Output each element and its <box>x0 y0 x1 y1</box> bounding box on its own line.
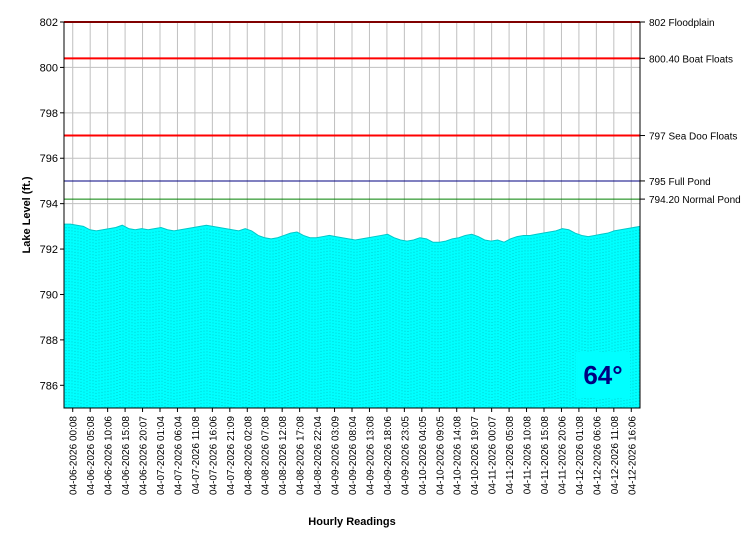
x-tick-label: 04-10-2026 09:05 <box>435 416 446 495</box>
x-axis-ticks: 04-06-2026 00:08 04-06-2026 05:08 04-06-20… <box>69 408 638 495</box>
x-tick-label: 04-11-2026 15:08 <box>540 416 551 495</box>
x-tick-label: 04-11-2026 05:08 <box>505 416 516 495</box>
y-tick-label: 788 <box>40 335 58 347</box>
lake-level-area <box>64 223 641 408</box>
x-tick-label: 04-07-2026 01:04 <box>156 416 167 495</box>
y-axis-ticks: 786 788 790 792 794 796 798 800 802 <box>40 17 64 392</box>
reference-label: 794.20 Normal Pond <box>649 195 741 206</box>
x-tick-label: 04-06-2026 05:08 <box>86 416 97 495</box>
x-tick-label: 04-09-2026 23:05 <box>400 416 411 495</box>
x-tick-label: 04-08-2026 17:08 <box>296 416 307 495</box>
x-tick-label: 04-09-2026 08:04 <box>348 416 359 495</box>
lake-level-line <box>64 223 641 243</box>
x-tick-label: 04-11-2026 10:08 <box>523 416 534 495</box>
y-tick-label: 792 <box>40 244 58 256</box>
reference-label: 800.40 Boat Floats <box>649 54 733 65</box>
y-tick-label: 786 <box>40 380 58 392</box>
x-tick-label: 04-06-2026 20:07 <box>139 416 150 495</box>
x-tick-label: 04-12-2026 01:08 <box>575 416 586 495</box>
reference-label: 797 Sea Doo Floats <box>649 132 737 143</box>
x-tick-label: 04-08-2026 07:08 <box>261 416 272 495</box>
y-tick-label: 802 <box>40 17 58 29</box>
x-tick-label: 04-06-2026 15:08 <box>121 416 132 495</box>
y-tick-label: 790 <box>40 289 58 301</box>
x-tick-label: 04-07-2026 11:08 <box>191 416 202 495</box>
reference-label: 795 Full Pond <box>649 177 711 188</box>
x-tick-label: 04-07-2026 21:09 <box>226 416 237 495</box>
x-tick-label: 04-12-2026 06:06 <box>592 416 603 495</box>
y-tick-label: 800 <box>40 62 58 74</box>
x-tick-label: 04-10-2026 04:05 <box>418 416 429 495</box>
x-tick-label: 04-11-2026 20:06 <box>557 416 568 495</box>
x-tick-label: 04-08-2026 12:08 <box>278 416 289 495</box>
x-tick-label: 04-09-2026 13:08 <box>365 416 376 495</box>
x-tick-label: 04-09-2026 18:06 <box>383 416 394 495</box>
x-tick-label: 04-07-2026 06:04 <box>173 416 184 495</box>
y-axis-title: Lake Level (ft.) <box>21 176 33 253</box>
x-tick-label: 04-07-2026 16:06 <box>208 416 219 495</box>
x-tick-label: 04-08-2026 02:08 <box>243 416 254 495</box>
x-tick-label: 04-08-2026 22:04 <box>313 416 324 495</box>
y-tick-label: 798 <box>40 108 58 120</box>
x-tick-label: 04-12-2026 11:08 <box>610 416 621 495</box>
x-tick-label: 04-10-2026 14:08 <box>453 416 464 495</box>
x-tick-label: 04-06-2026 10:06 <box>104 416 115 495</box>
y-tick-label: 796 <box>40 153 58 165</box>
y-tick-label: 794 <box>40 199 58 211</box>
lake-level-fill <box>64 224 640 408</box>
reference-label: 802 Floodplain <box>649 18 715 29</box>
x-tick-label: 04-06-2026 00:08 <box>69 416 80 495</box>
x-tick-label: 04-10-2026 19:07 <box>470 416 481 495</box>
x-axis-title: Hourly Readings <box>308 516 395 528</box>
temperature-badge: 64° <box>576 352 630 398</box>
x-tick-label: 04-11-2026 00:07 <box>488 416 499 495</box>
x-tick-label: 04-09-2026 03:09 <box>331 416 342 495</box>
x-tick-label: 04-12-2026 16:06 <box>627 416 638 495</box>
